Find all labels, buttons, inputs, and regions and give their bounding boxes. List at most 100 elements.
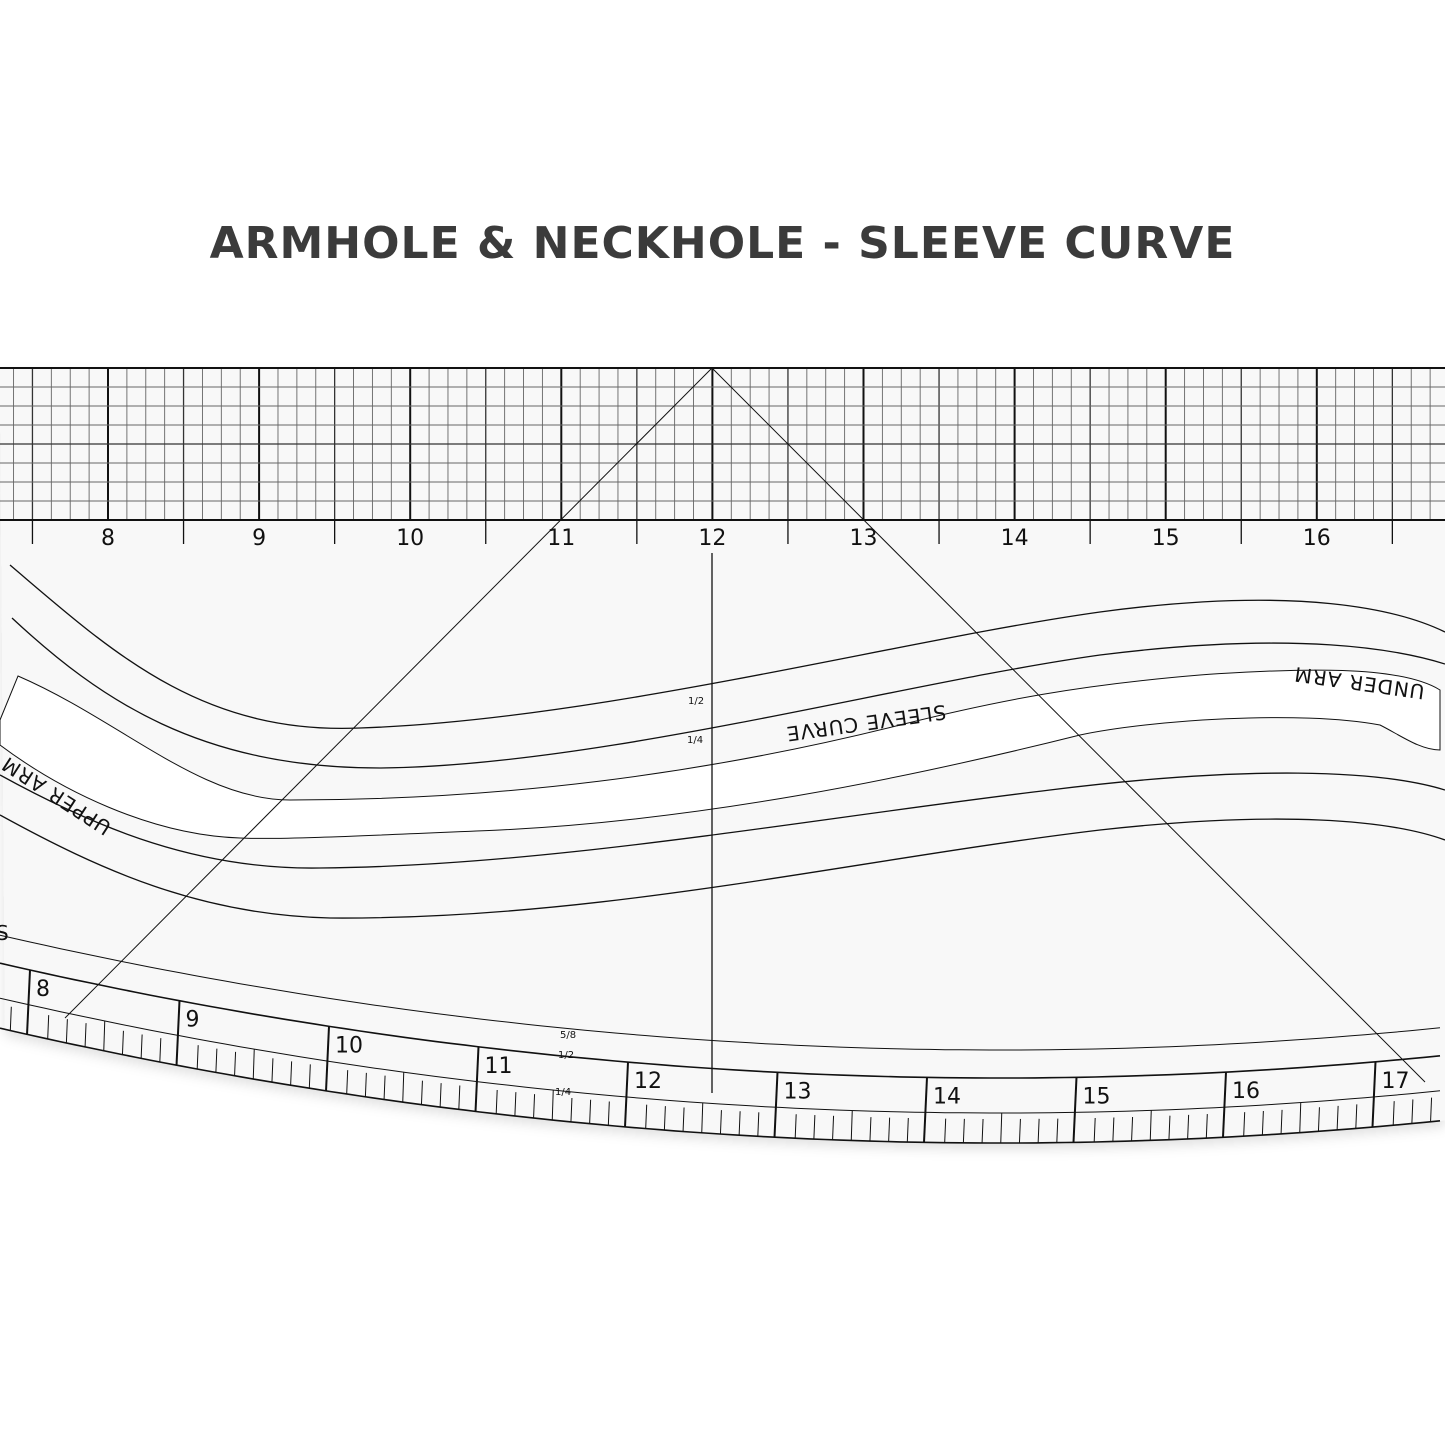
bottom-minor-tick xyxy=(196,1045,199,1070)
bottom-minor-tick xyxy=(1261,1111,1264,1136)
bottom-scale-label: 17 xyxy=(1382,1069,1410,1094)
outer-curve-bottom xyxy=(0,814,1445,919)
inner-curve-top xyxy=(11,617,1445,769)
bottom-minor-tick xyxy=(290,1061,293,1086)
bottom-minor-tick xyxy=(663,1106,666,1131)
bottom-minor-tick xyxy=(346,1070,349,1095)
bottom-fraction-label: 1/2 xyxy=(558,1050,574,1061)
diagonal-left xyxy=(64,367,713,1019)
bottom-minor-tick xyxy=(1205,1114,1208,1139)
bottom-minor-tick xyxy=(888,1117,891,1142)
bottom-minor-tick xyxy=(1355,1104,1358,1129)
bottom-minor-tick xyxy=(252,1049,255,1080)
slot-cutout xyxy=(0,669,1441,839)
outer-curve-top xyxy=(9,564,1445,730)
bottom-minor-tick xyxy=(103,1020,106,1052)
bottom-minor-tick xyxy=(495,1089,498,1114)
top-scale-label: 8 xyxy=(101,526,115,551)
bottom-minor-tick xyxy=(159,1038,162,1063)
bottom-minor-tick xyxy=(1018,1118,1021,1143)
bottom-minor-tick xyxy=(962,1118,965,1143)
fraction-half: 1/2 xyxy=(688,696,704,707)
top-scale-label: 9 xyxy=(252,526,266,551)
bottom-major-tick xyxy=(325,1026,330,1092)
fraction-quarter: 1/4 xyxy=(687,735,703,746)
bottom-minor-tick xyxy=(682,1107,685,1132)
product-title: ARMHOLE & NECKHOLE - SLEEVE CURVE xyxy=(209,218,1236,269)
grid-area xyxy=(0,367,1445,521)
bottom-minor-tick xyxy=(533,1094,536,1119)
scale-base-line xyxy=(0,962,1441,1079)
curve-guides xyxy=(0,367,1445,1093)
bottom-minor-tick xyxy=(1336,1105,1339,1130)
bottom-minor-tick xyxy=(84,1023,87,1048)
bottom-minor-tick xyxy=(439,1083,442,1108)
bottom-minor-tick xyxy=(551,1090,554,1121)
top-scale-label: 12 xyxy=(698,526,726,551)
top-scale-label: 13 xyxy=(850,526,878,551)
outer-scale-line xyxy=(0,934,1441,1051)
bottom-minor-tick xyxy=(1299,1102,1302,1133)
bottom-minor-tick xyxy=(1056,1118,1059,1143)
bottom-scale-label: 10 xyxy=(335,1033,363,1058)
bottom-minor-tick xyxy=(1187,1114,1190,1139)
bottom-minor-tick xyxy=(458,1085,461,1110)
bottom-major-tick xyxy=(773,1072,779,1138)
bottom-fraction-label: 1/4 xyxy=(555,1087,571,1098)
bottom-minor-tick xyxy=(1000,1112,1003,1144)
bottom-scale-label: 8 xyxy=(36,977,50,1002)
top-scale-label: 16 xyxy=(1303,526,1331,551)
bottom-minor-tick xyxy=(1168,1115,1171,1140)
top-scale-label: 11 xyxy=(547,526,575,551)
bottom-minor-tick xyxy=(570,1097,573,1122)
bottom-major-tick xyxy=(175,1000,181,1066)
bottom-minor-tick xyxy=(1037,1118,1040,1143)
bottom-fraction-label: 5/8 xyxy=(560,1030,576,1041)
bottom-scale-label: 9 xyxy=(186,1008,200,1033)
bottom-minor-tick xyxy=(813,1115,816,1140)
bottom-minor-tick xyxy=(701,1102,704,1133)
bottom-minor-tick xyxy=(1131,1116,1134,1142)
scale-mid-line xyxy=(0,997,1441,1114)
top-scale-label: 14 xyxy=(1001,526,1029,551)
diagonal-right xyxy=(711,367,1426,1083)
bottom-minor-tick xyxy=(589,1099,592,1124)
bottom-major-tick xyxy=(1072,1077,1078,1143)
bottom-minor-tick xyxy=(944,1118,947,1143)
bottom-minor-tick xyxy=(140,1034,143,1059)
bottom-minor-tick xyxy=(47,1015,50,1040)
bottom-minor-tick xyxy=(9,1006,12,1031)
bottom-minor-tick xyxy=(719,1110,722,1135)
bottom-scale-label: 11 xyxy=(485,1054,513,1079)
bottom-scale-label: 13 xyxy=(784,1079,812,1104)
bottom-minor-tick xyxy=(1112,1117,1115,1142)
bottom-minor-tick xyxy=(1317,1107,1320,1132)
top-scale-label: 10 xyxy=(396,526,424,551)
bottom-minor-tick xyxy=(364,1072,367,1097)
bottom-minor-tick xyxy=(645,1104,648,1129)
bottom-minor-tick xyxy=(1093,1117,1096,1142)
bottom-minor-tick xyxy=(1149,1110,1152,1141)
bottom-scale-label: 16 xyxy=(1232,1079,1260,1104)
bottom-major-tick xyxy=(474,1046,480,1112)
bottom-minor-tick xyxy=(308,1064,311,1089)
bottom-minor-tick xyxy=(757,1112,760,1137)
bottom-minor-tick xyxy=(607,1101,610,1126)
bottom-minor-tick xyxy=(234,1051,237,1076)
bottom-minor-tick xyxy=(65,1019,68,1044)
bottom-minor-tick xyxy=(121,1030,124,1055)
bottom-minor-tick xyxy=(1243,1112,1246,1137)
bottom-minor-tick xyxy=(981,1118,984,1143)
bottom-scale: 8 9 10 11 12 13 14 15 16 17 5/8 1/2 1/4 xyxy=(0,934,1441,1144)
ruler-body xyxy=(0,368,1445,1143)
bottom-minor-tick xyxy=(906,1118,909,1143)
top-scale: 8 9 10 11 12 13 14 15 16 xyxy=(31,520,1393,551)
bottom-minor-tick xyxy=(383,1075,386,1100)
bottom-minor-tick xyxy=(402,1072,405,1103)
bottom-minor-tick xyxy=(738,1111,741,1136)
bottom-major-tick xyxy=(923,1077,928,1143)
bottom-minor-tick xyxy=(1280,1109,1283,1134)
bottom-major-tick xyxy=(1371,1061,1377,1127)
bottom-minor-tick xyxy=(794,1114,797,1139)
